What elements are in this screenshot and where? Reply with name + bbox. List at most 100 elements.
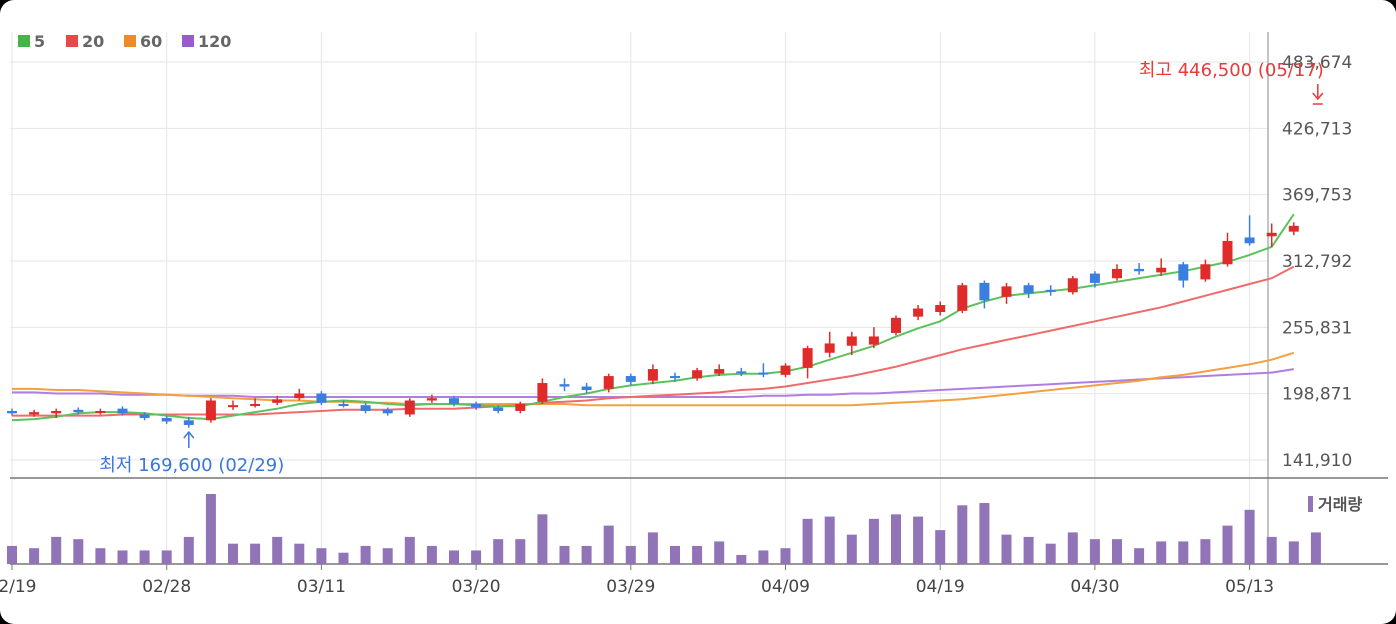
candle-body xyxy=(913,308,924,317)
volume-bar xyxy=(338,552,349,564)
x-tick-label: 05/13 xyxy=(1225,577,1274,597)
volume-bar xyxy=(1045,543,1056,564)
candle-body xyxy=(1089,273,1100,283)
volume-bar xyxy=(868,518,879,564)
volume-bar xyxy=(404,536,415,564)
legend-label: 120 xyxy=(198,32,231,51)
volume-bar xyxy=(1288,541,1299,564)
legend-swatch xyxy=(182,35,194,47)
volume-bar xyxy=(183,536,194,564)
legend-swatch xyxy=(124,35,136,47)
candle-body xyxy=(161,417,172,422)
candle-body xyxy=(228,405,238,408)
candle-body xyxy=(559,384,570,387)
candle-body xyxy=(1244,237,1255,244)
volume-bar xyxy=(7,545,17,564)
y-tick-label: 426,713 xyxy=(1282,119,1352,139)
volume-bar xyxy=(780,548,791,564)
volume-bar xyxy=(1266,536,1277,564)
candle-body xyxy=(338,403,349,406)
candle-body xyxy=(957,285,968,311)
plot-background xyxy=(10,32,1268,564)
candle-body xyxy=(802,348,813,368)
candle-body xyxy=(1156,267,1167,273)
volume-bar xyxy=(979,503,990,564)
x-tick-label: 04/19 xyxy=(916,577,965,597)
high-annotation: 최고 446,500 (05/17) xyxy=(1139,60,1324,81)
x-tick-label: 02/19 xyxy=(0,577,37,597)
legend-label: 60 xyxy=(140,32,162,51)
volume-bar xyxy=(957,505,968,564)
candle-body xyxy=(404,400,415,415)
candle-body xyxy=(714,369,725,374)
volume-bar xyxy=(603,525,614,564)
candle-body xyxy=(736,371,747,374)
low-arrow-head xyxy=(183,430,195,439)
volume-bar xyxy=(537,514,548,564)
candle-body xyxy=(537,383,548,402)
volume-bar xyxy=(736,554,747,564)
volume-bar xyxy=(1244,509,1255,564)
volume-bar xyxy=(714,541,725,564)
volume-bar xyxy=(1134,548,1145,564)
x-tick-label: 02/28 xyxy=(142,577,191,597)
y-tick-label: 198,871 xyxy=(1282,385,1352,405)
y-tick-label: 141,910 xyxy=(1282,451,1352,471)
candle-body xyxy=(29,412,40,415)
candle-body xyxy=(73,409,84,413)
x-tick-label: 04/09 xyxy=(761,577,810,597)
candle-body xyxy=(670,376,680,379)
volume-bar xyxy=(913,516,924,564)
candle-body xyxy=(1200,264,1211,280)
volume-bar xyxy=(95,548,106,564)
candle-body xyxy=(846,336,857,346)
volume-bar xyxy=(493,539,504,564)
candle-body xyxy=(692,370,703,379)
volume-bar xyxy=(670,545,680,564)
candle-body xyxy=(426,398,437,401)
volume-legend-label: 거래량 xyxy=(1318,495,1362,514)
volume-bar xyxy=(471,550,482,564)
volume-bar xyxy=(294,543,305,564)
volume-bar xyxy=(802,518,813,564)
candle-body xyxy=(935,305,946,312)
volume-bar xyxy=(1200,539,1211,564)
low-annotation: 최저 169,600 (02/29) xyxy=(99,455,284,476)
volume-bar xyxy=(139,550,150,564)
volume-bar xyxy=(161,550,172,564)
candle-body xyxy=(471,403,482,408)
candle-body xyxy=(493,407,504,411)
candle-body xyxy=(117,408,128,414)
candle-body xyxy=(183,420,194,425)
candle-body xyxy=(205,400,216,421)
legend-swatch xyxy=(18,35,30,47)
volume-bar xyxy=(1178,541,1189,564)
volume-bar xyxy=(515,539,526,564)
legend-swatch xyxy=(66,35,78,47)
ma60-line xyxy=(12,351,1295,407)
candle-body xyxy=(139,414,150,418)
volume-bar xyxy=(360,545,371,564)
candle-body xyxy=(360,405,371,411)
candle-body xyxy=(294,393,305,399)
volume-bar xyxy=(51,536,62,564)
candle-body xyxy=(449,398,459,404)
candle-body xyxy=(891,317,901,333)
y-tick-label: 483,674 xyxy=(1282,53,1352,73)
x-tick-label: 03/11 xyxy=(297,577,346,597)
volume-bar xyxy=(846,534,857,564)
candle-body xyxy=(868,336,879,345)
candle-body xyxy=(625,376,636,382)
volume-bar xyxy=(29,548,40,564)
volume-bar xyxy=(824,516,835,564)
x-tick-label: 03/29 xyxy=(606,577,655,597)
legend-label: 20 xyxy=(82,32,104,51)
candle-body xyxy=(581,386,592,391)
volume-bar xyxy=(426,545,437,564)
x-tick-label: 03/20 xyxy=(452,577,501,597)
candle-body xyxy=(382,409,393,414)
candle-body xyxy=(95,410,106,413)
volume-legend-swatch xyxy=(1308,496,1313,512)
volume-bar xyxy=(758,550,769,564)
